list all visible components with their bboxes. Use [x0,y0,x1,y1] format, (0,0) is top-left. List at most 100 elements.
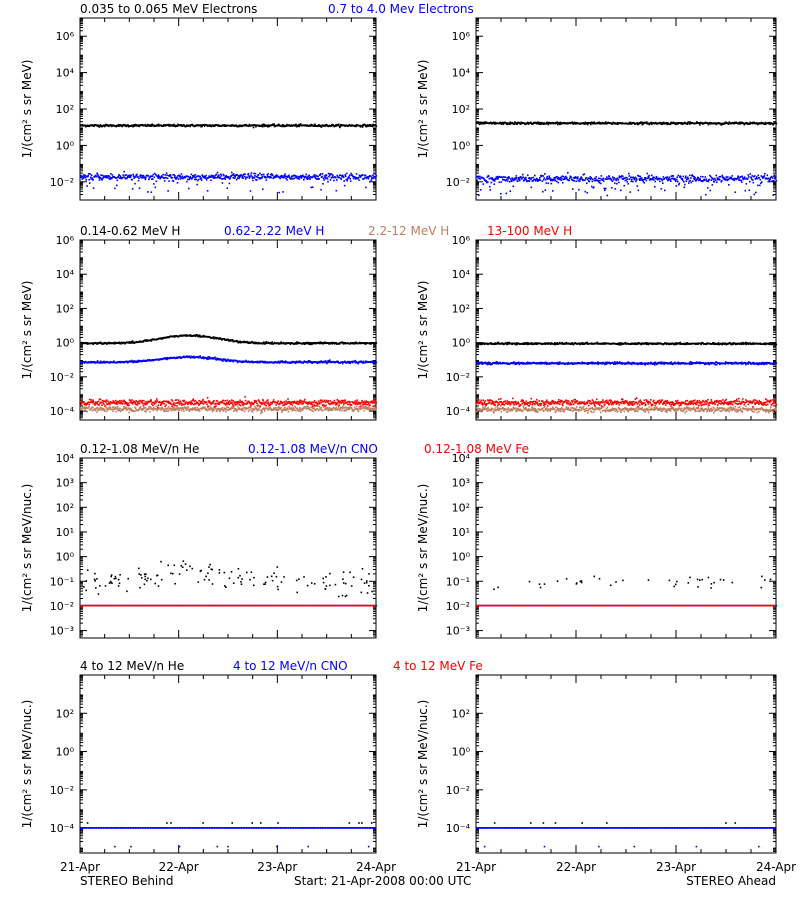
data-point [105,410,108,413]
data-point [162,410,165,412]
data-point [277,409,279,412]
data-point [200,126,202,128]
data-point [513,179,515,182]
data-point [170,409,172,412]
data-point [185,409,188,411]
data-point [509,190,512,192]
data-point [209,408,212,411]
data-point [652,177,654,180]
data-point [97,400,100,403]
data-point [269,176,271,178]
data-point [764,121,767,124]
data-point [666,178,668,180]
data-point [100,360,102,363]
legend-protons-2: 2.2-12 MeV H [368,224,449,238]
data-point [234,407,237,410]
data-point [171,407,173,410]
data-point [126,361,129,364]
data-point [241,125,243,128]
data-point [231,171,233,174]
data-point [721,180,723,182]
data-point [162,125,164,127]
data-point [674,122,676,124]
data-point [637,174,639,177]
data-point [263,408,266,411]
data-point [728,123,730,125]
data-point [564,177,567,180]
data-point [237,175,240,178]
data-point [346,408,349,411]
data-point [173,335,175,337]
data-point [641,177,643,179]
data-point [594,179,597,182]
data-point [113,408,116,411]
data-point [157,359,160,361]
data-point [99,398,102,401]
data-point [113,342,115,345]
data-point [697,177,700,179]
data-point [200,408,203,411]
data-point [221,178,223,180]
data-point [543,177,546,179]
data-point [771,175,773,178]
data-point [348,174,351,177]
data-point [163,180,166,182]
data-point [297,125,300,127]
data-point [551,179,554,182]
data-point [322,177,325,179]
data-point [198,335,200,338]
data-point [303,406,305,409]
data-point [220,173,222,176]
data-point [333,125,336,128]
data-point [589,122,592,124]
data-point [634,178,636,181]
data-point [521,177,524,179]
data-point [189,125,192,128]
data-point [743,177,746,179]
data-point [538,122,540,124]
data-point [254,175,256,177]
data-point [308,176,311,179]
data-point [243,410,246,413]
data-point [617,179,620,181]
data-point [300,123,302,125]
data-point [668,176,671,179]
data-point [630,176,632,179]
data-point [167,174,170,177]
data-point [365,186,367,189]
data-point [98,409,101,411]
data-point [137,179,140,182]
data-point [527,180,530,182]
data-point [219,176,221,178]
data-point [364,405,366,408]
data-point [202,176,205,179]
data-point [328,360,331,363]
data-point [180,124,183,126]
data-point [177,123,179,126]
data-point [683,186,686,189]
data-point [222,178,224,180]
data-point [258,360,261,363]
data-point [508,177,511,179]
data-point [103,124,105,127]
data-point [197,407,199,410]
data-point [519,179,521,182]
data-point [270,343,273,345]
data-point [202,335,204,338]
data-point [565,175,567,178]
data-point [206,177,208,179]
data-point [177,178,180,180]
data-point [119,177,121,179]
data-point [131,361,134,363]
data-point [640,177,642,180]
data-point [727,178,730,181]
data-point [687,178,690,180]
data-point [505,192,508,195]
data-point [522,173,524,176]
data-point [127,402,129,405]
data-point [336,408,338,410]
data-point [320,188,322,191]
data-point [338,407,341,410]
data-point [518,177,520,179]
